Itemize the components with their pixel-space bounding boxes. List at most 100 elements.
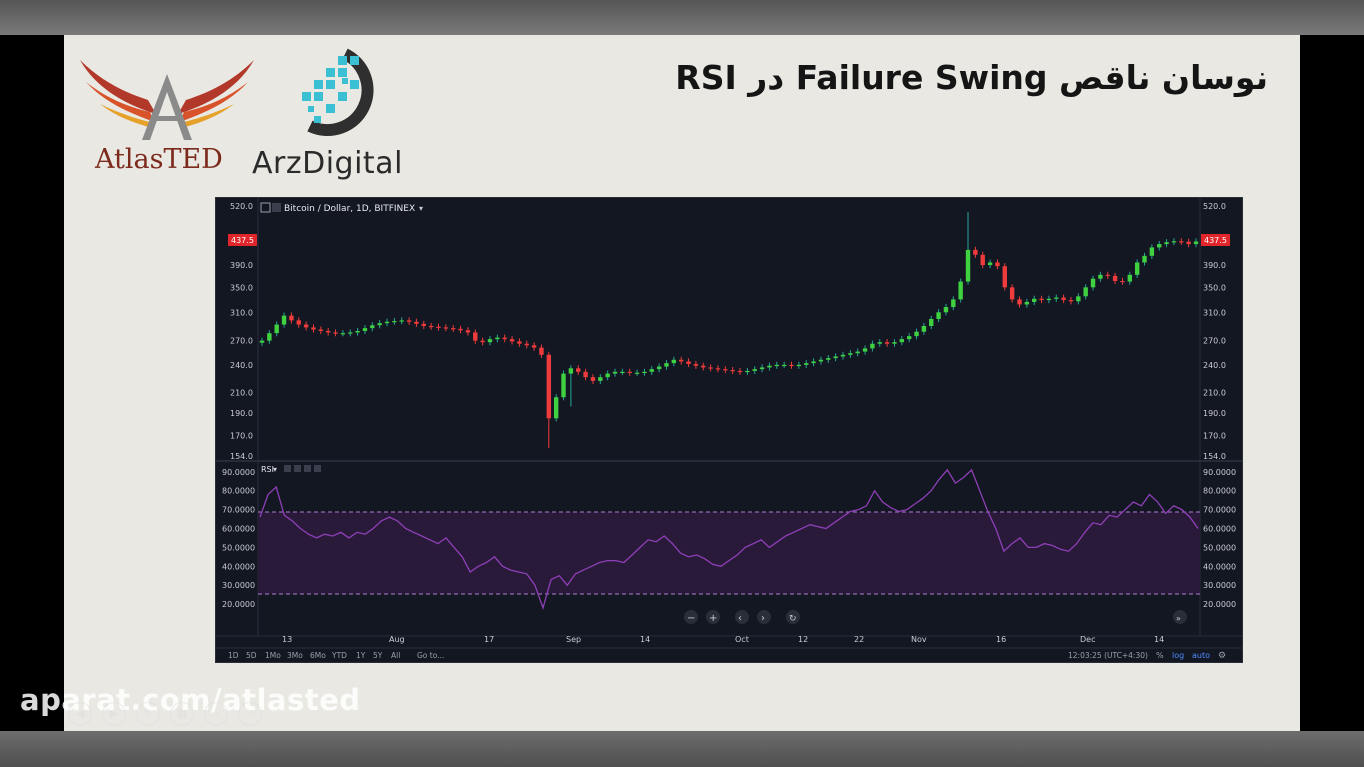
price-axis-right[interactable]: 520.0 390.0 350.0 310.0 270.0 240.0 210.0 190.0… <box>1203 202 1226 461</box>
candle-body <box>818 359 824 362</box>
scroll-left-button[interactable]: ‹ <box>735 610 749 624</box>
collapse-icon[interactable] <box>260 202 271 213</box>
candle-body <box>362 328 368 331</box>
range-button[interactable]: 3Mo <box>287 651 303 660</box>
previous-icon[interactable]: ◀ <box>68 702 92 726</box>
range-button[interactable]: 1Y <box>356 651 366 660</box>
candle-series <box>259 212 1199 449</box>
price-axis-left: 520.0 390.0 350.0 310.0 270.0 240.0 210.0 190.0… <box>230 202 253 461</box>
candle-body <box>325 330 331 333</box>
last-price-left: 437.5 <box>231 236 254 245</box>
rsi-close-icon[interactable] <box>314 465 321 472</box>
candle-body <box>421 323 426 326</box>
range-button[interactable]: 5D <box>246 651 257 660</box>
candle-body <box>406 320 412 322</box>
candle-body <box>1076 296 1081 302</box>
time-tick-label: Nov <box>911 635 927 644</box>
reset-icon: ↻ <box>789 614 797 624</box>
candle-body <box>436 326 441 328</box>
price-tick-label: 240.0 <box>1203 361 1226 370</box>
candle-body <box>289 315 294 321</box>
candle-body <box>649 369 654 372</box>
candle-body <box>524 343 529 346</box>
candle-body <box>826 358 831 360</box>
top-window-bar <box>0 0 1364 35</box>
price-tick-label: 170.0 <box>1203 432 1226 441</box>
rsi-settings-icon[interactable] <box>294 465 301 472</box>
reset-chart-button[interactable]: ↻ <box>786 610 800 624</box>
range-button[interactable]: 1Mo <box>265 651 281 660</box>
candle-body <box>1032 298 1037 302</box>
range-button[interactable]: Go to... <box>417 651 444 660</box>
price-tick-label: 154.0 <box>1203 452 1226 461</box>
price-tick-label: 154.0 <box>230 452 253 461</box>
price-tick-label: 210.0 <box>1203 388 1226 397</box>
rsi-tick-label: 90.0000 <box>222 468 255 477</box>
price-tick-label: 390.0 <box>1203 261 1226 270</box>
time-tick-label: Dec <box>1080 635 1095 644</box>
candle-body <box>1068 300 1074 302</box>
player-controls[interactable]: ◀ ▶ ✎ ▦ ⌕ ⋯ <box>68 702 278 726</box>
range-button[interactable]: 6Mo <box>310 651 326 660</box>
candle-body <box>936 312 941 320</box>
rsi-dropdown-icon[interactable]: ▾ <box>273 465 277 474</box>
scroll-to-realtime-button[interactable]: » <box>1173 610 1187 624</box>
rsi-visibility-icon[interactable] <box>284 465 291 472</box>
zoom-icon[interactable]: ⌕ <box>204 702 228 726</box>
rsi-more-icon[interactable] <box>304 465 311 472</box>
candle-body <box>1098 274 1103 279</box>
candle-body <box>355 330 360 333</box>
zoom-out-button[interactable]: − <box>684 610 698 624</box>
rsi-axis-right[interactable]: 90.0000 80.0000 70.0000 60.0000 50.0000 40.00… <box>1203 468 1236 609</box>
play-icon[interactable]: ▶ <box>102 702 126 726</box>
gear-icon[interactable]: ⚙ <box>1218 651 1226 661</box>
zoom-in-button[interactable]: + <box>706 610 720 624</box>
candle-body <box>1164 242 1169 245</box>
range-toolbar[interactable]: 1D 5D 1Mo 3Mo 6Mo YTD 1Y 5Y All Go to... <box>228 651 444 660</box>
time-tick-label: Oct <box>735 635 749 644</box>
candle-body <box>723 369 728 371</box>
scroll-right-button[interactable]: › <box>757 610 771 624</box>
candle-body <box>892 342 897 344</box>
slides-icon[interactable]: ▦ <box>170 702 194 726</box>
last-price-badge-right <box>1201 234 1230 246</box>
candle-body <box>443 327 449 329</box>
candle-body <box>458 328 463 331</box>
rsi-tick-label: 70.0000 <box>1203 506 1236 515</box>
time-tick-label: 16 <box>996 635 1006 644</box>
percent-toggle[interactable]: % <box>1156 651 1164 660</box>
rsi-tick-label: 20.0000 <box>222 600 255 609</box>
candle-body <box>303 324 309 328</box>
chart-canvas[interactable]: Bitcoin / Dollar, 1D, BITFINEX ▾ RSI ▾ 4… <box>216 198 1242 662</box>
candle-body <box>715 368 721 370</box>
candle-body <box>583 371 588 378</box>
candle-body <box>752 369 757 371</box>
auto-toggle[interactable]: auto <box>1192 651 1210 660</box>
time-axis[interactable]: 13 Aug 17 Sep 14 Oct 12 22 Nov 16 Dec 14 <box>282 635 1164 644</box>
candle-body <box>259 340 265 343</box>
chart-header[interactable]: Bitcoin / Dollar, 1D, BITFINEX <box>284 204 415 214</box>
price-tick-label: 190.0 <box>1203 409 1226 418</box>
candle-body <box>568 368 574 374</box>
range-button[interactable]: 1D <box>228 651 239 660</box>
rsi-label[interactable]: RSI <box>261 465 274 474</box>
candle-body <box>620 371 625 374</box>
range-button[interactable]: 5Y <box>373 651 383 660</box>
price-tick-label: 310.0 <box>230 308 253 317</box>
range-button[interactable]: YTD <box>331 651 347 660</box>
time-tick-label: Aug <box>389 635 405 644</box>
trading-chart[interactable]: Bitcoin / Dollar, 1D, BITFINEX ▾ RSI ▾ 4… <box>215 197 1243 663</box>
candle-body <box>767 365 772 368</box>
candle-body <box>546 354 552 419</box>
pen-icon[interactable]: ✎ <box>136 702 160 726</box>
log-toggle[interactable]: log <box>1172 651 1184 660</box>
header-dropdown-icon[interactable]: ▾ <box>419 204 423 213</box>
candle-body <box>495 337 500 340</box>
rsi-tick-label: 50.0000 <box>1203 543 1236 552</box>
more-icon[interactable]: ⋯ <box>238 702 262 726</box>
scroll-right-icon: » <box>1176 614 1181 623</box>
range-button[interactable]: All <box>391 651 400 660</box>
bottom-window-bar <box>0 731 1364 767</box>
candle-body <box>730 370 735 372</box>
candle-body <box>804 363 809 365</box>
